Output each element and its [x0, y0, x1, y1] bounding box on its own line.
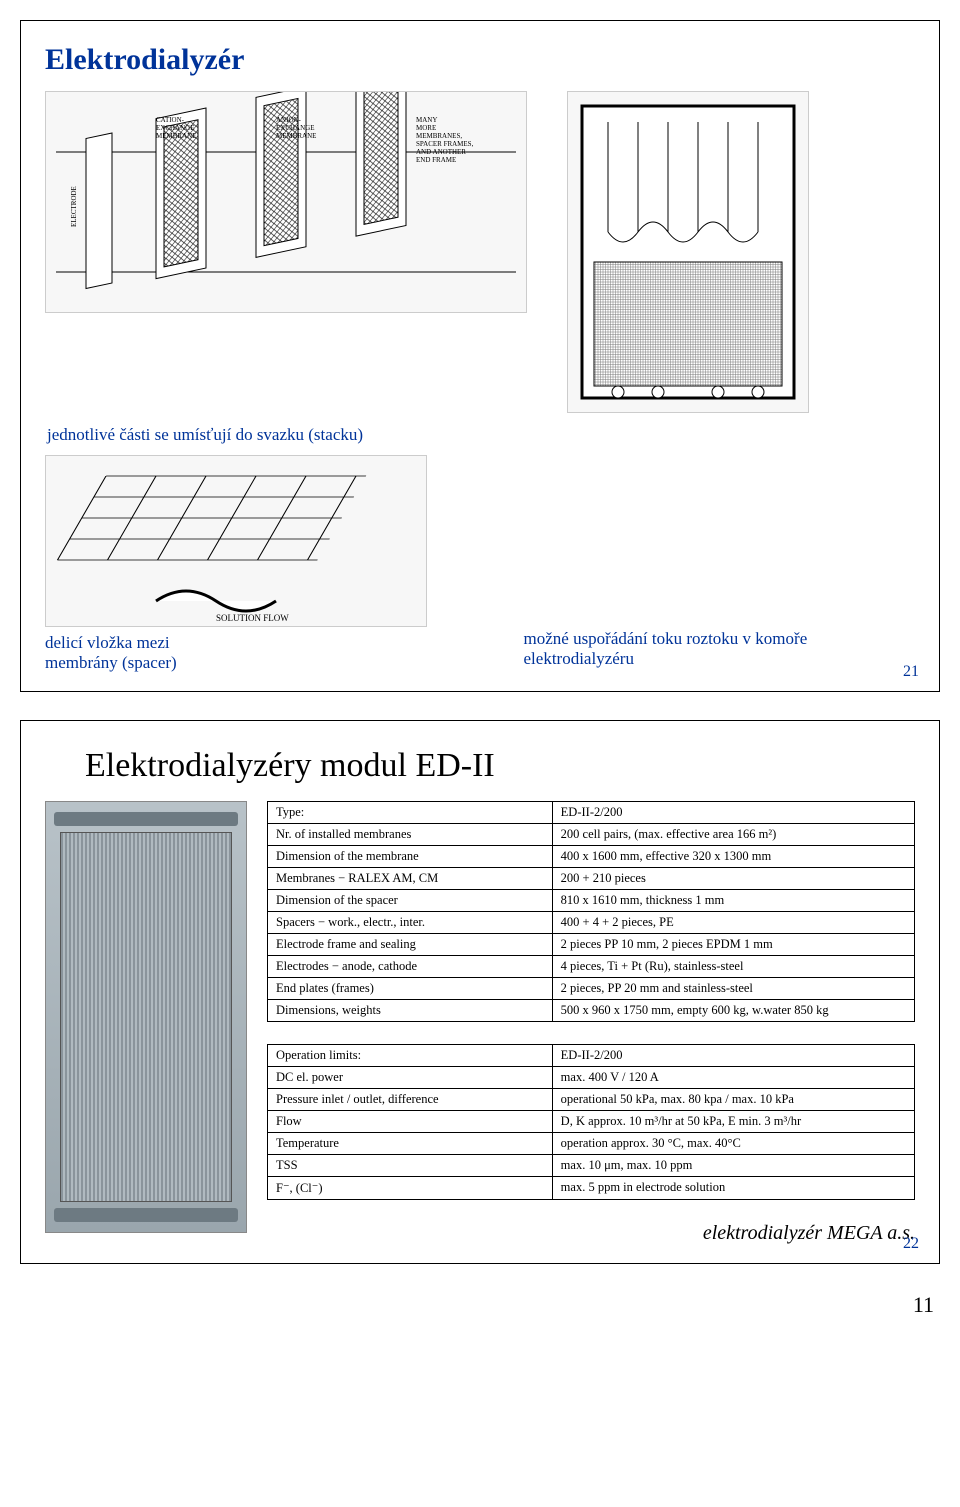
- table-row: Electrodes − anode, cathode4 pieces, Ti …: [268, 956, 915, 978]
- spec-label: Electrodes − anode, cathode: [268, 956, 553, 978]
- caption-left: delicí vložka mezi membrány (spacer): [45, 633, 241, 673]
- spec-value: max. 10 μm, max. 10 ppm: [552, 1155, 914, 1177]
- label-anion: ANION- EXCHANGE MEMBRANE: [276, 116, 316, 140]
- table-row: TSSmax. 10 μm, max. 10 ppm: [268, 1155, 915, 1177]
- footer-note: elektrodialyzér MEGA a.s.: [267, 1222, 915, 1245]
- table-row: F⁻, (Cl⁻)max. 5 ppm in electrode solutio…: [268, 1177, 915, 1200]
- spec-label: Nr. of installed membranes: [268, 824, 553, 846]
- spec-label: Spacers − work., electr., inter.: [268, 912, 553, 934]
- spec-value: 200 + 210 pieces: [552, 868, 914, 890]
- label-more: MANY MORE MEMBRANES, SPACER FRAMES, AND …: [416, 116, 475, 164]
- spec-value: max. 400 V / 120 A: [552, 1067, 914, 1089]
- slide-2: Elektrodialyzéry modul ED-II Type:ED-II-…: [20, 720, 940, 1264]
- spec-label: DC el. power: [268, 1067, 553, 1089]
- table-row: End plates (frames)2 pieces, PP 20 mm an…: [268, 978, 915, 1000]
- spec-label: TSS: [268, 1155, 553, 1177]
- caption-right: možné uspořádání toku roztoku v komoře e…: [524, 629, 916, 673]
- slide1-title: Elektrodialyzér: [45, 43, 915, 77]
- spec-value: 2 pieces, PP 20 mm and stainless-steel: [552, 978, 914, 1000]
- spec-label: Operation limits:: [268, 1045, 553, 1067]
- caption-row: SOLUTION FLOW delicí vložka mezi membrán…: [45, 455, 915, 673]
- spec-label: Flow: [268, 1111, 553, 1133]
- spec-value: operation approx. 30 °C, max. 40°C: [552, 1133, 914, 1155]
- spec-value: 200 cell pairs, (max. effective area 166…: [552, 824, 914, 846]
- slide2-title: Elektrodialyzéry modul ED-II: [85, 747, 915, 785]
- stack-diagram: ELECTRODE CATION- EXCHANGE MEMBRANE ANIO…: [45, 91, 527, 313]
- table-row: Pressure inlet / outlet, differenceopera…: [268, 1089, 915, 1111]
- spec-value: D, K approx. 10 m³/hr at 50 kPa, E min. …: [552, 1111, 914, 1133]
- spec-value: 400 + 4 + 2 pieces, PE: [552, 912, 914, 934]
- slide1-pagenum: 21: [903, 663, 919, 681]
- caption-top: jednotlivé části se umísťují do svazku (…: [47, 425, 915, 445]
- spec-label: Type:: [268, 802, 553, 824]
- spec-value: operational 50 kPa, max. 80 kpa / max. 1…: [552, 1089, 914, 1111]
- spec-value: 2 pieces PP 10 mm, 2 pieces EPDM 1 mm: [552, 934, 914, 956]
- outer-page-number: 11: [20, 1292, 940, 1318]
- spec-value: 810 x 1610 mm, thickness 1 mm: [552, 890, 914, 912]
- table-row: Membranes − RALEX AM, CM200 + 210 pieces: [268, 868, 915, 890]
- module-photo: [45, 801, 245, 1245]
- spec-label: Dimension of the membrane: [268, 846, 553, 868]
- spec-value: 500 x 960 x 1750 mm, empty 600 kg, w.wat…: [552, 1000, 914, 1022]
- label-electrode: ELECTRODE: [70, 186, 78, 227]
- slide2-content: Type:ED-II-2/200Nr. of installed membran…: [45, 801, 915, 1245]
- label-solution-flow: SOLUTION FLOW: [216, 613, 289, 623]
- spec-label: Pressure inlet / outlet, difference: [268, 1089, 553, 1111]
- table-row: Type:ED-II-2/200: [268, 802, 915, 824]
- spec-label: Dimensions, weights: [268, 1000, 553, 1022]
- table-row: Electrode frame and sealing2 pieces PP 1…: [268, 934, 915, 956]
- spec-label: F⁻, (Cl⁻): [268, 1177, 553, 1200]
- spec-value: ED-II-2/200: [552, 802, 914, 824]
- spec-value: ED-II-2/200: [552, 1045, 914, 1067]
- table-row: FlowD, K approx. 10 m³/hr at 50 kPa, E m…: [268, 1111, 915, 1133]
- spec-label: Membranes − RALEX AM, CM: [268, 868, 553, 890]
- spec-label: Temperature: [268, 1133, 553, 1155]
- spec-value: 400 x 1600 mm, effective 320 x 1300 mm: [552, 846, 914, 868]
- spec-label: Electrode frame and sealing: [268, 934, 553, 956]
- slide-1: Elektrodialyzér: [20, 20, 940, 692]
- module-photo-box: [45, 801, 247, 1233]
- table-row: Dimension of the spacer810 x 1610 mm, th…: [268, 890, 915, 912]
- table-row: Temperatureoperation approx. 30 °C, max.…: [268, 1133, 915, 1155]
- spec-label: End plates (frames): [268, 978, 553, 1000]
- table-row: Operation limits:ED-II-2/200: [268, 1045, 915, 1067]
- flowpath-diagram: [567, 91, 809, 413]
- spec-value: 4 pieces, Ti + Pt (Ru), stainless-steel: [552, 956, 914, 978]
- spec-table-2: Operation limits:ED-II-2/200DC el. power…: [267, 1044, 915, 1200]
- spec-value: max. 5 ppm in electrode solution: [552, 1177, 914, 1200]
- slide2-pagenum: 22: [903, 1235, 919, 1253]
- tables-wrap: Type:ED-II-2/200Nr. of installed membran…: [267, 801, 915, 1245]
- table-row: DC el. powermax. 400 V / 120 A: [268, 1067, 915, 1089]
- table-row: Spacers − work., electr., inter.400 + 4 …: [268, 912, 915, 934]
- spec-table-1: Type:ED-II-2/200Nr. of installed membran…: [267, 801, 915, 1022]
- table-row: Dimension of the membrane400 x 1600 mm, …: [268, 846, 915, 868]
- table-row: Nr. of installed membranes200 cell pairs…: [268, 824, 915, 846]
- spec-label: Dimension of the spacer: [268, 890, 553, 912]
- table-row: Dimensions, weights500 x 960 x 1750 mm, …: [268, 1000, 915, 1022]
- diagram-row-top: ELECTRODE CATION- EXCHANGE MEMBRANE ANIO…: [45, 91, 915, 413]
- spacer-diagram: SOLUTION FLOW: [45, 455, 427, 627]
